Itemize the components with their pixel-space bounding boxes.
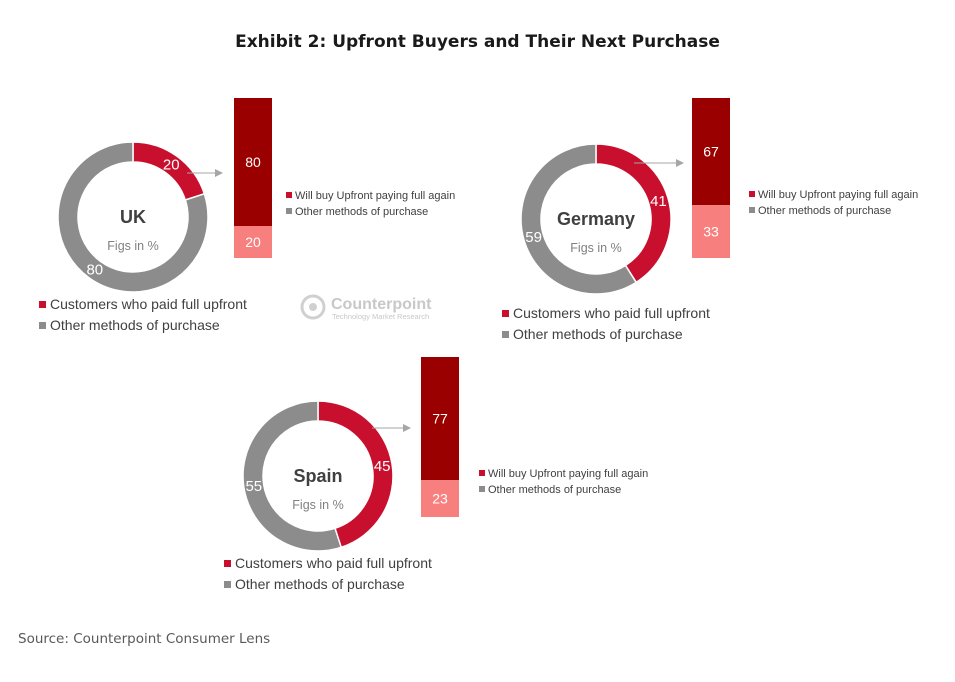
legend-swatch [224,560,231,567]
bar-legend-label: Other methods of purchase [758,205,891,217]
legend-swatch [39,322,46,329]
figs-note: Figs in % [292,498,343,512]
slice-label-upfront: 20 [163,156,180,173]
bar-segment-buy-again [421,357,459,481]
legend-swatch [502,331,509,338]
country-title: Spain [293,466,342,486]
logo-tagline: Technology Market Research [332,312,429,321]
figs-note: Figs in % [570,241,621,255]
legend-swatch [479,470,485,476]
slice-label-other: 55 [245,478,262,495]
bar-label-other: 33 [703,224,719,240]
slice-label-other: 80 [86,262,103,279]
legend-swatch [502,310,509,317]
bar-legend-label: Will buy Upfront paying full again [758,189,918,201]
donut-legend-label: Customers who paid full upfront [50,296,247,312]
donut-legend-label: Customers who paid full upfront [513,305,710,321]
country-title: UK [120,207,146,227]
bar-legend-label: Will buy Upfront paying full again [295,190,455,202]
legend-swatch [286,208,292,214]
bar-label-buy-again: 80 [245,154,261,170]
bar-segment-other [421,480,459,517]
bar-segment-other [692,205,730,258]
bar-legend-label: Other methods of purchase [488,484,621,496]
counterpoint-logo: Counterpoint Technology Market Research [300,294,432,321]
legend-swatch [286,192,292,198]
bar-label-other: 23 [432,491,448,507]
legend-swatch [39,301,46,308]
figs-note: Figs in % [107,239,158,253]
slice-label-upfront: 45 [374,458,391,475]
bar-label-buy-again: 77 [432,411,448,427]
chart-germany: 41 59 Germany Figs in % 67 33 Will buy Upfront… [502,98,918,342]
country-title: Germany [557,209,635,229]
donut-slice-other [520,143,638,295]
legend-swatch [479,486,485,492]
donut-legend-label: Other methods of purchase [50,317,220,333]
donut-slice-other [242,400,343,552]
chart-title: Exhibit 2: Upfront Buyers and Their Next… [235,32,720,52]
slice-label-other: 59 [525,229,542,246]
bar-segment-other [234,226,272,258]
donut-legend-label: Other methods of purchase [513,326,683,342]
bar-legend-label: Will buy Upfront paying full again [488,468,648,480]
logo-name: Counterpoint [331,296,432,313]
chart-uk: 20 80 UK Figs in % 80 20 Will buy Upfront payi… [39,98,455,333]
donut-legend-label: Customers who paid full upfront [235,555,432,571]
bar-legend-label: Other methods of purchase [295,206,428,218]
bar-label-buy-again: 67 [703,144,719,160]
bar-label-other: 20 [245,234,261,250]
donut-legend-label: Other methods of purchase [235,576,405,592]
bar-segment-buy-again [692,98,730,206]
chart-spain: 45 55 Spain Figs in % 77 23 Will buy Upfront p… [224,357,648,592]
source-note: Source: Counterpoint Consumer Lens [18,631,271,647]
legend-swatch [224,581,231,588]
legend-swatch [749,207,755,213]
legend-swatch [749,191,755,197]
slice-label-upfront: 41 [650,193,667,210]
donut-slice-other [57,141,209,293]
bar-segment-buy-again [234,98,272,226]
